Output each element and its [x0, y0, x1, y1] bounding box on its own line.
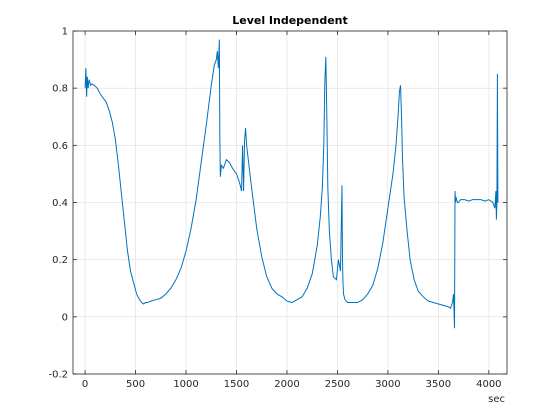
- y-tick-label: 0.6: [52, 141, 68, 152]
- series-line: [84, 39, 499, 329]
- y-tick-label: 0: [62, 312, 68, 323]
- x-tick-label: 2000: [274, 379, 299, 390]
- x-tick-label: 3500: [426, 379, 451, 390]
- x-axis-ticks: 0 500 1000 1500 2000 2500 3000 3500 4000: [82, 31, 502, 390]
- x-tick-label: 2500: [325, 379, 350, 390]
- x-tick-label: 3000: [375, 379, 400, 390]
- y-tick-label: -0.2: [48, 370, 68, 381]
- x-axis-label: sec: [488, 394, 505, 405]
- y-tick-label: 0.4: [52, 198, 68, 209]
- y-tick-label: 1: [62, 27, 68, 38]
- y-axis-ticks: -0.2 0 0.2 0.4 0.6 0.8 1: [48, 27, 507, 381]
- x-tick-label: 4000: [476, 379, 501, 390]
- x-tick-label: 500: [126, 379, 145, 390]
- x-tick-label: 1500: [224, 379, 249, 390]
- chart-title: Level Independent: [232, 14, 348, 27]
- x-tick-label: 0: [82, 379, 88, 390]
- x-tick-label: 1000: [173, 379, 198, 390]
- y-tick-label: 0.8: [52, 84, 68, 95]
- plot-box: [72, 30, 508, 375]
- y-tick-label: 0.2: [52, 255, 68, 266]
